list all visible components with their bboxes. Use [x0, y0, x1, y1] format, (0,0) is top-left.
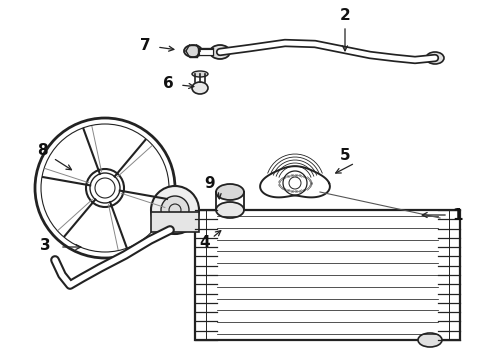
- Ellipse shape: [216, 202, 244, 218]
- Ellipse shape: [184, 45, 202, 57]
- Bar: [195, 210, 460, 340]
- Ellipse shape: [426, 52, 444, 64]
- Text: 9: 9: [205, 176, 215, 190]
- Circle shape: [161, 196, 189, 224]
- Text: 4: 4: [200, 234, 210, 249]
- Bar: [151, 212, 199, 232]
- Text: 8: 8: [37, 143, 48, 158]
- Text: 5: 5: [340, 148, 350, 162]
- Text: 7: 7: [140, 37, 150, 53]
- Circle shape: [151, 186, 199, 234]
- Ellipse shape: [210, 45, 230, 59]
- Ellipse shape: [418, 333, 442, 347]
- Ellipse shape: [192, 82, 208, 94]
- Ellipse shape: [192, 71, 208, 77]
- Ellipse shape: [216, 184, 244, 200]
- Text: 2: 2: [340, 8, 350, 23]
- Text: 1: 1: [453, 207, 463, 222]
- Text: 6: 6: [163, 76, 173, 90]
- Text: 3: 3: [40, 238, 50, 252]
